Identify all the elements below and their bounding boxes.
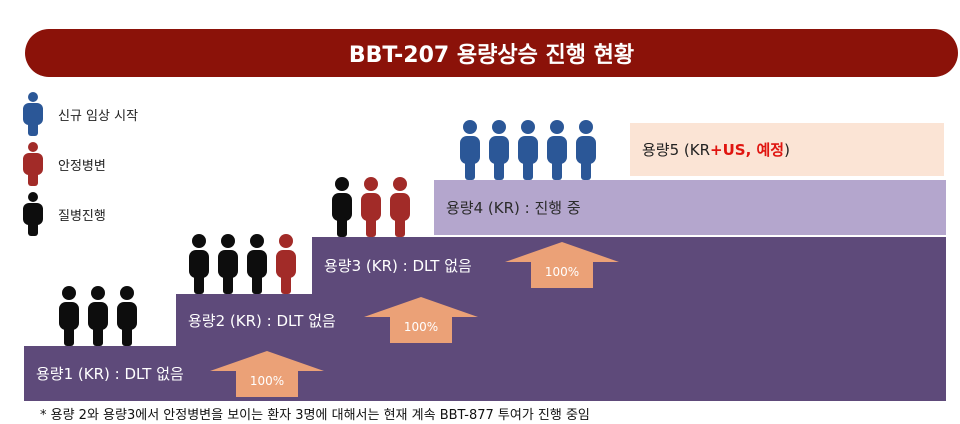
- person-red-icon: [390, 177, 410, 237]
- person-red-icon: [23, 142, 43, 186]
- step-4-patients: [459, 120, 604, 180]
- arrow-1-label: 100%: [250, 374, 284, 388]
- legend-item-new: 신규 임상 시작: [22, 92, 138, 136]
- person-red-icon: [276, 234, 296, 294]
- legend-item-progression: 질병진행: [22, 192, 106, 236]
- arrow-up-icon: 100%: [210, 351, 324, 397]
- step-2-patients: [188, 234, 304, 294]
- title-banner: BBT-207 용량상승 진행 현황: [25, 29, 958, 77]
- arrow-3-label: 100%: [545, 265, 579, 279]
- step-3-patients: [331, 177, 418, 237]
- person-black-icon: [189, 234, 209, 294]
- arrow-2-label: 100%: [404, 320, 438, 334]
- arrow-up-icon: 100%: [364, 297, 478, 343]
- person-black-icon: [23, 192, 43, 236]
- legend-label-progression: 질병진행: [58, 208, 106, 224]
- dose-step-5: 용량5 (KR+US, 예정): [630, 123, 944, 176]
- footnote: * 용량 2와 용량3에서 안정병변을 보이는 환자 3명에 대해서는 현재 계…: [40, 408, 590, 423]
- dose-step-2-label: 용량2 (KR) : DLT 없음: [188, 311, 336, 330]
- person-black-icon: [88, 286, 108, 346]
- person-blue-icon: [489, 120, 509, 180]
- legend-label-stable: 안정병변: [58, 158, 106, 174]
- arrow-up-icon: 100%: [505, 242, 619, 288]
- person-black-icon: [332, 177, 352, 237]
- dose-step-5-label: 용량5 (KR+US, 예정): [642, 141, 790, 159]
- person-blue-icon: [547, 120, 567, 180]
- dose-step-2: 용량2 (KR) : DLT 없음: [176, 294, 946, 346]
- person-black-icon: [247, 234, 267, 294]
- person-black-icon: [117, 286, 137, 346]
- person-black-icon: [59, 286, 79, 346]
- legend-label-new: 신규 임상 시작: [58, 108, 139, 124]
- step-1-patients: [58, 286, 145, 346]
- dose-step-4: 용량4 (KR) : 진행 중: [434, 180, 946, 235]
- dose-step-1-label: 용량1 (KR) : DLT 없음: [36, 365, 184, 383]
- person-blue-icon: [23, 92, 43, 136]
- person-blue-icon: [518, 120, 538, 180]
- page-title: BBT-207 용량상승 진행 현황: [348, 43, 635, 68]
- dose-step-4-label: 용량4 (KR) : 진행 중: [446, 199, 581, 217]
- dose-step-3-label: 용량3 (KR) : DLT 없음: [324, 257, 472, 275]
- person-blue-icon: [460, 120, 480, 180]
- person-red-icon: [361, 177, 381, 237]
- dose-step-3: 용량3 (KR) : DLT 없음: [312, 237, 946, 294]
- person-black-icon: [218, 234, 238, 294]
- person-blue-icon: [576, 120, 596, 180]
- legend-item-stable: 안정병변: [22, 142, 106, 186]
- dose-step-5-highlight: +US, 예정: [710, 141, 785, 159]
- dose-step-1: 용량1 (KR) : DLT 없음: [24, 346, 946, 401]
